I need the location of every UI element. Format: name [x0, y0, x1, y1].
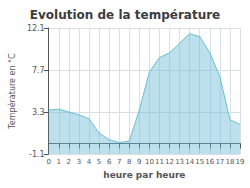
- svg-text:10: 10: [145, 158, 154, 166]
- svg-text:1: 1: [57, 158, 61, 166]
- svg-text:12.1: 12.1: [27, 24, 45, 33]
- svg-text:8: 8: [127, 158, 131, 166]
- svg-text:Température en °C: Température en °C: [7, 53, 17, 130]
- svg-text:3.3: 3.3: [32, 108, 45, 117]
- svg-text:17: 17: [215, 158, 224, 166]
- svg-text:9: 9: [137, 158, 141, 166]
- svg-text:2: 2: [67, 158, 71, 166]
- svg-text:15: 15: [195, 158, 204, 166]
- svg-text:5: 5: [97, 158, 101, 166]
- svg-text:19: 19: [236, 158, 245, 166]
- svg-text:Evolution de la température: Evolution de la température: [30, 8, 221, 22]
- svg-text:13: 13: [175, 158, 184, 166]
- svg-text:heure par heure: heure par heure: [103, 170, 185, 180]
- svg-text:14: 14: [185, 158, 194, 166]
- svg-text:6: 6: [107, 158, 112, 166]
- svg-text:16: 16: [205, 158, 214, 166]
- svg-text:7.7: 7.7: [32, 66, 45, 75]
- svg-text:0: 0: [46, 158, 50, 166]
- svg-text:3: 3: [77, 158, 81, 166]
- svg-text:12: 12: [165, 158, 174, 166]
- svg-text:7: 7: [117, 158, 121, 166]
- svg-text:4: 4: [87, 158, 92, 166]
- svg-text:11: 11: [155, 158, 164, 166]
- svg-text:-1.1: -1.1: [29, 150, 45, 159]
- svg-text:18: 18: [225, 158, 234, 166]
